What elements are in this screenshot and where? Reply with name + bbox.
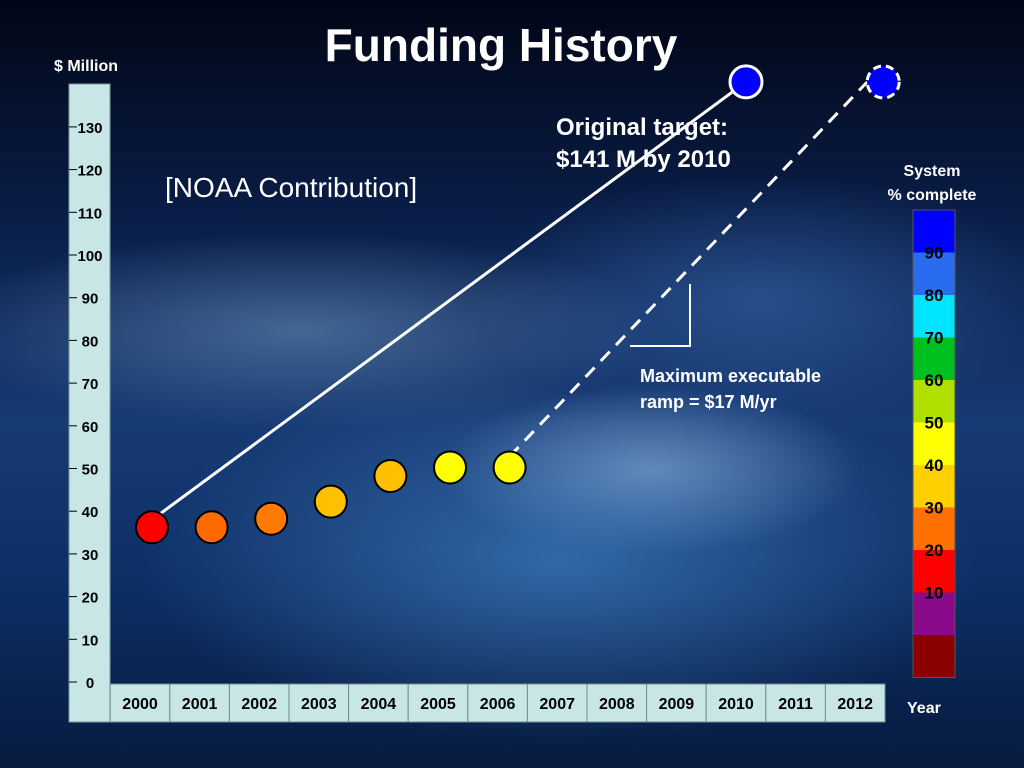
x-axis-cell	[705, 683, 767, 723]
color-scale-segment	[913, 507, 955, 550]
x-tick-label: 2011	[778, 696, 813, 713]
data-point	[194, 510, 229, 545]
x-tick-label: 2000	[122, 696, 158, 713]
data-point	[433, 450, 467, 485]
y-axis-label: $ Million	[54, 58, 118, 75]
color-scale-tick-label: 30	[925, 499, 944, 518]
y-tick-label: 100	[77, 248, 102, 265]
x-axis-cell	[407, 683, 469, 723]
color-scale-segment	[913, 635, 955, 678]
y-tick-label: 30	[82, 547, 99, 564]
data-point	[254, 501, 289, 536]
y-tick-label: 120	[77, 163, 102, 180]
color-scale-segment	[913, 210, 955, 253]
y-tick-label: 10	[82, 632, 99, 649]
ramp-annotation-line2: ramp = $17 M/yr	[640, 392, 777, 412]
color-scale-segment	[913, 422, 955, 465]
color-scale-segment	[913, 380, 955, 423]
color-scale-segment	[913, 465, 955, 508]
original-target-point	[728, 64, 764, 100]
color-scale-tick-label: 50	[925, 414, 944, 433]
x-axis-cell	[824, 683, 886, 723]
color-scale-tick-label: 40	[925, 456, 944, 475]
x-axis-cell	[646, 683, 707, 723]
original-target-line2: $141 M by 2010	[556, 146, 731, 173]
x-tick-label: 2003	[301, 696, 337, 713]
data-point	[135, 510, 169, 545]
y-tick-label: 60	[82, 419, 99, 436]
x-axis-label: Year	[907, 700, 941, 717]
color-scale-tick-label: 90	[925, 244, 944, 263]
x-tick-label: 2001	[182, 696, 218, 713]
color-scale-segment	[913, 252, 955, 295]
y-tick-label: 70	[82, 376, 99, 393]
data-point	[492, 450, 527, 485]
y-tick-label: 50	[82, 462, 99, 479]
color-scale-title: System % complete	[870, 160, 994, 208]
x-tick-label: 2008	[599, 696, 635, 713]
y-tick-label: 40	[82, 504, 99, 521]
color-scale-segment	[913, 337, 955, 380]
y-tick-label: 110	[78, 205, 102, 222]
y-tick-label: 90	[82, 291, 99, 308]
chart-subtitle: [NOAA Contribution]	[165, 172, 418, 203]
color-scale-title-line2: % complete	[887, 187, 977, 204]
y-tick-label: 130	[77, 120, 102, 137]
y-tick-label: 80	[82, 333, 99, 350]
color-scale-segment	[913, 592, 955, 635]
color-scale-tick-label: 20	[925, 541, 944, 560]
ramp-annotation-line1: Maximum executable	[640, 366, 822, 386]
x-axis-cell	[467, 683, 528, 723]
color-scale-tick-label: 10	[925, 584, 944, 603]
x-tick-label: 2010	[718, 696, 754, 713]
chart-title: Funding History	[324, 19, 678, 71]
x-tick-label: 2002	[241, 696, 277, 713]
color-scale-segment	[913, 295, 955, 338]
y-tick-label: 20	[82, 590, 99, 607]
ramp-target-point	[865, 64, 901, 100]
x-axis-cell	[228, 683, 290, 723]
original-target-line	[153, 80, 747, 520]
color-scale-segment	[913, 550, 955, 593]
color-scale-frame	[912, 209, 956, 678]
original-target-annotation: Original target: $141 M by 2010	[556, 112, 731, 176]
x-axis-cell	[586, 683, 648, 723]
y-axis-column	[68, 83, 111, 723]
x-axis-cell	[526, 683, 588, 723]
x-tick-label: 2012	[837, 696, 873, 713]
color-scale-tick-label: 80	[925, 286, 944, 305]
color-scale-title-line1: System	[903, 163, 961, 180]
x-tick-label: 2007	[539, 696, 575, 713]
ramp-slope-indicator	[630, 284, 691, 347]
x-tick-label: 2006	[480, 696, 516, 713]
original-target-line1: Original target:	[556, 114, 729, 141]
x-tick-label: 2004	[361, 696, 397, 713]
x-tick-label: 2005	[420, 696, 456, 713]
data-point	[373, 459, 408, 494]
data-point	[313, 484, 348, 519]
x-axis-cell	[109, 683, 171, 723]
color-scale-tick-label: 70	[925, 329, 944, 348]
ramp-annotation: Maximum executable ramp = $17 M/yr	[640, 363, 821, 415]
y-tick-label: 0	[86, 675, 94, 692]
color-scale-tick-label: 60	[925, 371, 944, 390]
x-tick-label: 2009	[659, 696, 695, 713]
